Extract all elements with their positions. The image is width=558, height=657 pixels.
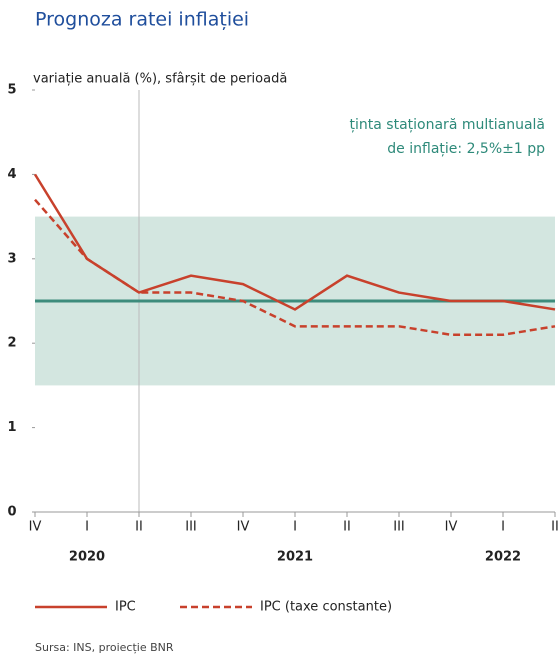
chart-subtitle: variație anuală (%), sfârșit de perioadă <box>33 72 287 87</box>
year-label: 2020 <box>69 550 105 565</box>
x-tick-label: I <box>293 520 297 535</box>
series-line <box>34 198 556 337</box>
y-tick-label: 4 <box>7 167 16 182</box>
x-tick-label: IV <box>29 520 42 535</box>
x-tick-label: IV <box>237 520 250 535</box>
annotation: ținta staționară multianuală <box>350 117 545 133</box>
x-tick-label: II <box>551 520 558 535</box>
x-tick-label: III <box>185 520 197 535</box>
source: Sursa: INS, proiecție BNR <box>35 641 174 654</box>
year-label: 2021 <box>277 550 313 565</box>
y-tick-label: 5 <box>7 83 16 98</box>
x-tick-label: II <box>343 520 351 535</box>
year-label: 2022 <box>485 550 521 565</box>
x-tick-label: III <box>393 520 405 535</box>
y-tick-label: 3 <box>7 251 16 266</box>
chart-title: Prognoza ratei inflației <box>35 9 249 31</box>
x-tick-label: I <box>501 520 505 535</box>
legend-label: IPC <box>115 600 136 615</box>
y-tick-label: 2 <box>7 336 16 351</box>
y-tick-label: 1 <box>7 420 16 435</box>
legend-label: IPC (taxe constante) <box>260 600 392 615</box>
annotation: de inflație: 2,5%±1 pp <box>387 141 545 157</box>
series-line <box>33 173 556 311</box>
x-tick-label: II <box>135 520 143 535</box>
y-tick-label: 0 <box>7 505 16 520</box>
x-tick-label: I <box>85 520 89 535</box>
x-tick-label: IV <box>445 520 458 535</box>
